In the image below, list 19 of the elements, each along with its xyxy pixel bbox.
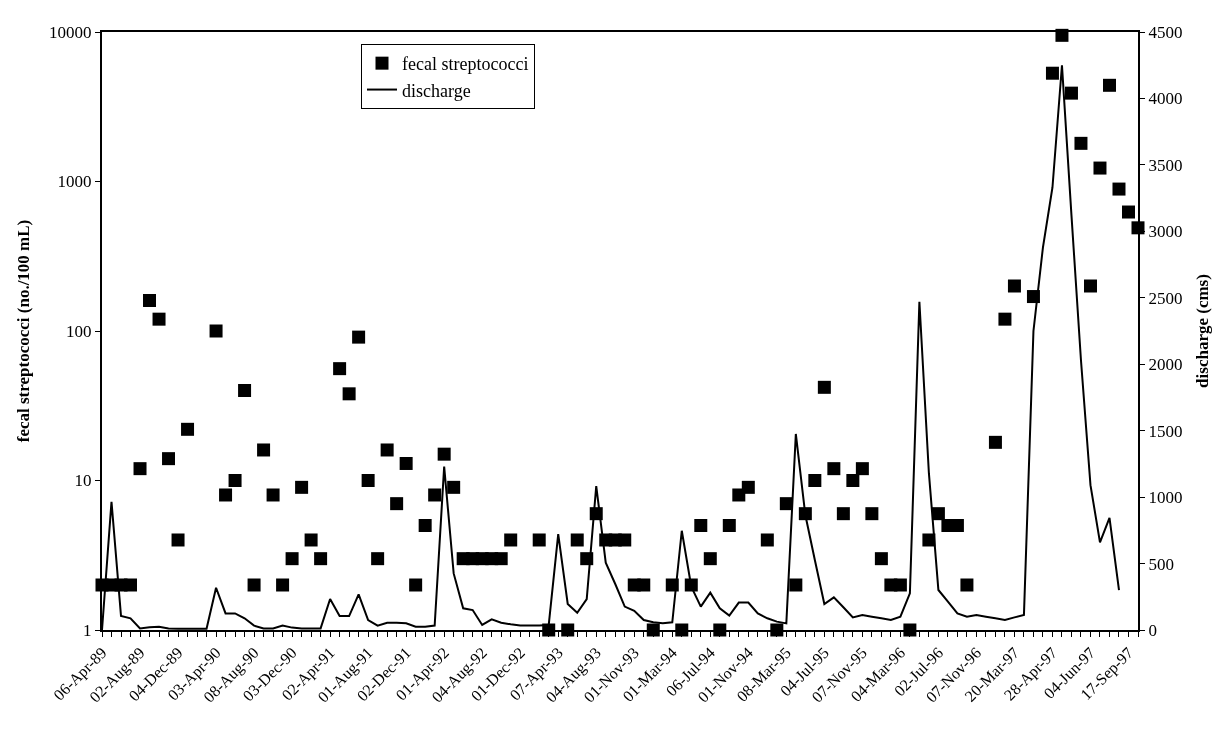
y2-tick-label: 0 bbox=[1148, 620, 1157, 640]
y2-tick-label: 3000 bbox=[1148, 222, 1183, 242]
y2-tick-label: 4500 bbox=[1148, 22, 1183, 42]
y2-tick-label: 2500 bbox=[1148, 288, 1183, 308]
y2-axis-title: discharge (cms) bbox=[1193, 274, 1213, 388]
legend-label: discharge bbox=[402, 80, 471, 101]
y2-tick-label: 1000 bbox=[1148, 488, 1183, 508]
y-axis-title: fecal streptococci (no./100 mL) bbox=[14, 219, 34, 443]
y-tick-label: 100 bbox=[66, 321, 92, 341]
y2-tick-label: 500 bbox=[1148, 554, 1174, 574]
y2-tick-label: 3500 bbox=[1148, 155, 1183, 175]
y-tick-label: 1 bbox=[83, 620, 92, 640]
y2-tick-label: 2000 bbox=[1148, 355, 1183, 375]
y-tick-label: 1000 bbox=[57, 172, 92, 192]
y-tick-label: 10000 bbox=[49, 22, 92, 42]
y2-tick-label: 4000 bbox=[1148, 89, 1183, 109]
legend-label: fecal streptococci bbox=[402, 54, 529, 75]
y2-tick-label: 1500 bbox=[1148, 421, 1183, 441]
y-tick-label: 10 bbox=[74, 471, 92, 491]
